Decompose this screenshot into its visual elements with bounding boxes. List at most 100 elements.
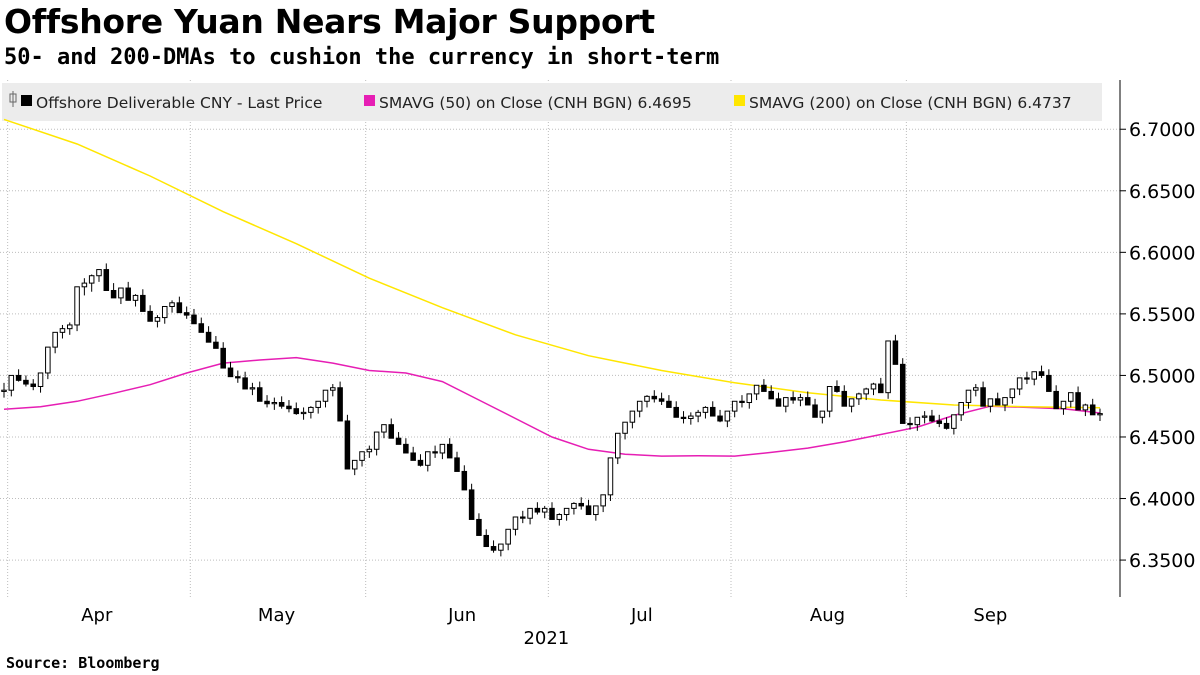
candle-body — [768, 390, 774, 400]
candle — [622, 421, 628, 440]
candle — [66, 322, 73, 335]
candle — [403, 438, 409, 454]
candle — [45, 346, 51, 380]
x-month-label: Jul — [630, 605, 653, 626]
candle — [235, 370, 241, 383]
candle — [125, 281, 131, 301]
axes: 6.3500 6.4000 6.4500 6.5000 6.5500 6.6000 6.65… — [81, 80, 1195, 649]
candle — [373, 431, 380, 456]
candle — [717, 409, 723, 423]
candle — [739, 395, 745, 408]
candle — [1068, 392, 1074, 408]
candle-body — [45, 346, 51, 374]
candle — [227, 361, 234, 378]
legend-label-sma200: SMAVG (200) on Close (CNH BGN) 6.4737 — [749, 94, 1072, 112]
candle-body — [498, 543, 504, 551]
candle — [980, 381, 986, 407]
candle — [337, 381, 343, 422]
candle — [907, 417, 913, 430]
candle-body — [936, 420, 943, 424]
candle-body — [88, 275, 95, 284]
candle — [885, 340, 891, 399]
candle-body — [330, 387, 336, 391]
candle — [651, 390, 658, 403]
candle — [578, 497, 584, 510]
candle-body — [286, 405, 292, 410]
candle — [1002, 397, 1008, 412]
candle-body — [731, 400, 738, 412]
candle — [600, 494, 606, 513]
candle-body — [176, 302, 183, 314]
candle-body — [775, 398, 782, 407]
candle-body — [344, 420, 351, 470]
candle-body — [1, 389, 7, 392]
candle-body — [169, 302, 175, 307]
candle-body — [454, 457, 460, 472]
candle — [863, 387, 869, 401]
candle-body — [213, 341, 219, 349]
legend-background — [2, 83, 1102, 121]
candle — [541, 505, 548, 519]
candle-body — [549, 507, 555, 520]
candle-body — [432, 451, 438, 454]
candle — [775, 392, 782, 407]
candle — [417, 454, 424, 467]
candle — [1024, 371, 1030, 385]
candle-body — [651, 395, 658, 400]
candle-body — [892, 340, 899, 365]
candle — [856, 392, 862, 405]
candle-body — [1046, 374, 1052, 392]
candle — [973, 384, 979, 397]
candle — [278, 396, 285, 409]
candle-body — [724, 410, 731, 422]
candle-body — [680, 416, 687, 420]
candle — [520, 510, 526, 524]
candle — [381, 424, 387, 439]
candle-body — [804, 397, 811, 406]
candle — [154, 315, 161, 328]
candle — [1038, 365, 1045, 378]
candle — [1031, 371, 1038, 386]
candle — [52, 331, 58, 354]
candle-body — [746, 393, 753, 404]
candle — [1009, 388, 1016, 404]
candle-body — [205, 331, 212, 343]
candle — [110, 283, 117, 299]
candle — [936, 414, 943, 428]
chart-title: Offshore Yuan Nears Major Support — [4, 2, 655, 41]
x-month-label: Apr — [81, 605, 113, 626]
candle-body — [841, 390, 848, 407]
candle-body — [1097, 413, 1103, 416]
candle-body — [256, 387, 263, 402]
candle — [8, 374, 15, 397]
candle-body — [834, 386, 840, 392]
candle-body — [220, 347, 226, 369]
candle — [74, 286, 80, 332]
candle-body — [636, 400, 643, 412]
candle-body — [994, 398, 1001, 406]
y-tick-label: 6.6500 — [1129, 181, 1195, 203]
sma50-line — [3, 356, 1101, 457]
candle-body — [987, 398, 994, 407]
candle-body — [512, 516, 519, 530]
candle — [1016, 377, 1023, 396]
candle — [878, 377, 884, 394]
candle — [213, 336, 219, 349]
candle — [688, 412, 694, 425]
candle — [191, 308, 197, 325]
candle-body — [753, 384, 760, 395]
candle-body — [461, 470, 468, 491]
x-month-label: Sep — [973, 605, 1007, 626]
candle-body — [1060, 400, 1067, 410]
candle — [256, 381, 263, 402]
candle — [330, 384, 336, 397]
candle-body — [563, 507, 570, 516]
candle — [454, 451, 460, 472]
candle — [490, 540, 497, 553]
candle-body — [761, 384, 767, 392]
candle — [1060, 400, 1067, 415]
candle-body — [308, 406, 314, 413]
candle-body — [826, 386, 833, 412]
candle-body — [907, 422, 913, 426]
candle-body — [717, 415, 723, 422]
